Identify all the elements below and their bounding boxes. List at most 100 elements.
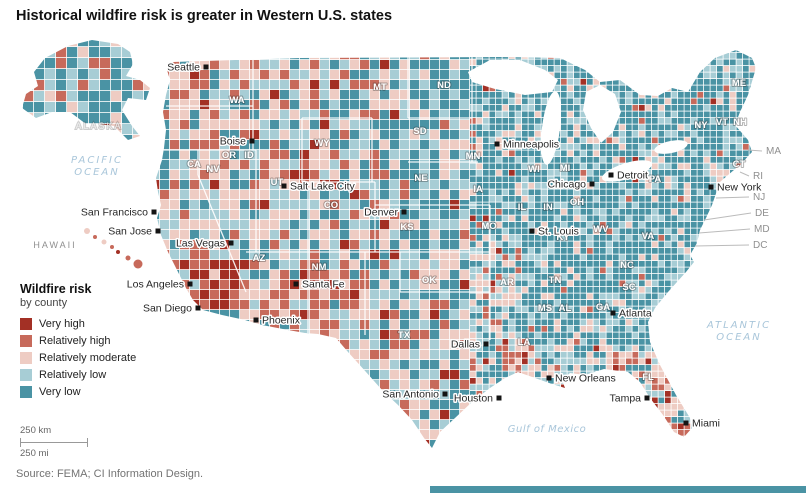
city-label: Tampa (609, 393, 641, 405)
city-label: Atlanta (619, 308, 652, 320)
city-label: Boise (220, 136, 246, 148)
city-label: San Jose (108, 226, 152, 238)
city-label: San Antonio (382, 389, 439, 401)
outside-state-label-DE: DE (755, 208, 769, 219)
state-label-AZ: AZ (253, 253, 266, 264)
state-label-AR: AR (500, 277, 514, 288)
legend-swatch (20, 318, 32, 330)
state-label-OR: OR (222, 150, 236, 161)
state-label-WV: WV (593, 224, 609, 235)
outside-state-label-MD: MD (754, 224, 770, 235)
page-title: Historical wildfire risk is greater in W… (16, 8, 393, 24)
hawaii-island (84, 228, 90, 234)
city-marker (187, 281, 193, 287)
great-lakes (468, 60, 688, 182)
legend-item: Relatively low (20, 369, 136, 381)
lake-huron (583, 85, 621, 143)
city-marker (483, 341, 489, 347)
legend-items: Very high Relatively high Relatively moder… (20, 318, 136, 398)
city-marker (249, 138, 255, 144)
city-marker (708, 184, 714, 190)
region-label-hawaii: HAWAII (33, 240, 76, 250)
region-label-alaska: ALASKA (75, 121, 122, 131)
state-label-PA: PA (649, 174, 662, 185)
state-labels: WA OR ID MT ND SD WY MN WI MI NY VT NH ME CA NV UT CO NE IA… (186, 77, 748, 384)
city-marker (442, 391, 448, 397)
legend-item: Relatively moderate (20, 352, 136, 364)
city-marker (253, 317, 259, 323)
state-label-ID: ID (244, 150, 254, 161)
state-label-MO: MO (481, 221, 496, 232)
city-label: Chicago (547, 179, 586, 191)
legend-subtitle: by county (20, 297, 68, 309)
city-label: New Orleans (555, 373, 616, 385)
outside-state-labels: MA RI NJ DE MD DC (694, 146, 781, 251)
state-label-VT: VT (716, 117, 728, 128)
leader-line (703, 212, 752, 221)
state-label-ND: ND (437, 80, 451, 91)
leader-line (739, 171, 750, 177)
ocean-label: Gulf of Mexico (508, 424, 586, 435)
city-marker (546, 375, 552, 381)
lake-michigan (540, 91, 562, 165)
city-marker (608, 172, 614, 178)
state-label-SC: SC (622, 282, 635, 293)
city-label: Denver (364, 207, 398, 219)
legend: Wildfire risk by county Very high Relativ… (20, 282, 136, 403)
scale-rule-mi (20, 442, 88, 447)
legend-item: Very high (20, 318, 136, 330)
state-label-MI: MI (560, 163, 571, 174)
city-marker (529, 228, 535, 234)
legend-item-label: Relatively low (39, 369, 107, 381)
outside-state-label-MA: MA (766, 146, 781, 157)
scale-km-label: 250 km (20, 425, 52, 436)
city-label: Las Vegas (176, 238, 225, 250)
scale-bar: 250 km 250 mi (20, 424, 88, 460)
lake-ontario (654, 140, 688, 154)
city-marker (203, 64, 209, 70)
state-label-TX: TX (398, 330, 411, 341)
city-marker (610, 310, 616, 316)
city-label: Salt Lake City (290, 181, 356, 193)
state-label-NV: NV (206, 164, 220, 175)
legend-swatch (20, 386, 32, 398)
footer-accent-bar (430, 486, 806, 493)
lake-erie (602, 160, 652, 182)
state-label-CO: CO (324, 200, 338, 211)
state-label-VA: VA (642, 231, 655, 242)
city-marker (155, 228, 161, 234)
state-label-NM: NM (312, 262, 327, 273)
city-marker (494, 141, 500, 147)
legend-item-label: Very low (39, 386, 81, 398)
state-label-IL: IL (518, 202, 527, 213)
alaska-mosaic (22, 40, 150, 140)
state-label-MN: MN (466, 151, 481, 162)
ocean-label: ATLANTIC (706, 320, 771, 331)
hawaii-island (125, 255, 131, 261)
state-label-NH: NH (733, 117, 747, 128)
city-marker (228, 240, 234, 246)
legend-swatch (20, 352, 32, 364)
state-label-MT: MT (373, 82, 387, 93)
city-marker (496, 395, 502, 401)
city-label: Detroit (617, 170, 648, 182)
legend-title: Wildfire risk (20, 282, 92, 296)
legend-item-label: Very high (39, 318, 85, 330)
city-label: Seattle (167, 62, 200, 74)
city-label: Houston (454, 393, 493, 405)
city-marker (644, 395, 650, 401)
city-label: New York (717, 182, 762, 194)
hawaii-island (101, 239, 107, 245)
ocean-label: OCEAN (74, 167, 120, 178)
legend-item: Very low (20, 386, 136, 398)
state-label-KY: KY (556, 232, 570, 243)
legend-swatch (20, 369, 32, 381)
state-label-IA: IA (473, 184, 483, 195)
state-label-CT: CT (733, 159, 746, 170)
legend-item-label: Relatively moderate (39, 352, 137, 364)
state-label-LA: LA (518, 337, 531, 348)
state-label-MS: MS (538, 303, 552, 314)
leader-line (747, 149, 763, 152)
state-label-SD: SD (413, 126, 426, 137)
